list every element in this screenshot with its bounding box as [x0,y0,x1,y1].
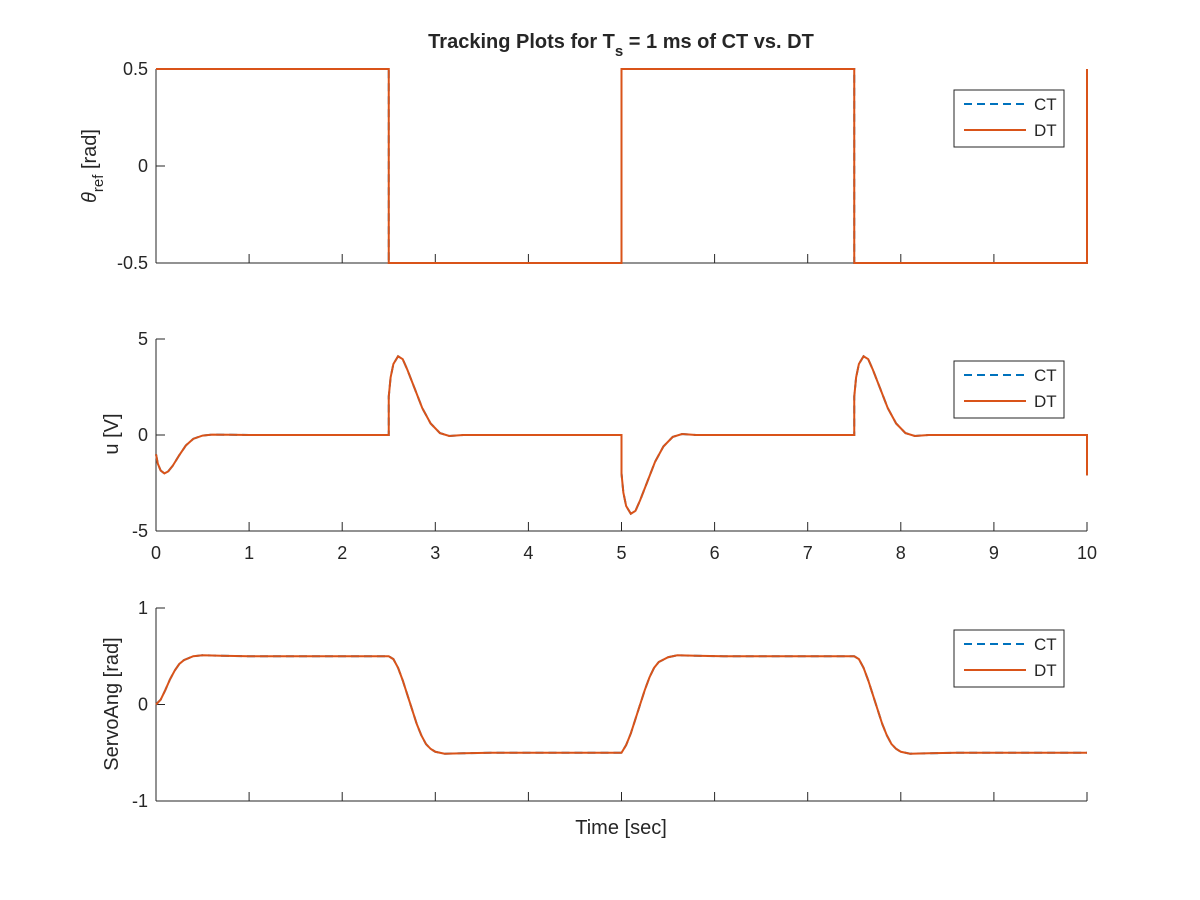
subplot-servo-angle-ylabel: ServoAng [rad] [101,637,123,770]
ylabel-ref-subscript: ref [90,174,107,192]
subplot-theta-ref-ylabel: θref [rad] [79,129,107,203]
control-input-x-tick-label: 2 [337,543,347,563]
servo-angle-y-tick-label: 0 [138,695,148,715]
control-input-x-tick-label: 3 [430,543,440,563]
title-rest: = 1 ms of CT vs. DT [623,31,814,53]
control-input-legend-label-dt: DT [1034,392,1057,411]
subplot-servo-angle: -1 0 1 ServoAng [rad] CT DT [101,598,1088,811]
control-input-x-tick-label: 8 [896,543,906,563]
servo-angle-series-dt-line [155,654,1087,755]
subplot-servo-angle-ticks: -1 0 1 [132,598,1088,811]
control-input-x-tick-label: 6 [710,543,720,563]
control-input-y-tick-label: -5 [132,521,148,541]
theta-ref-legend-label-dt: DT [1034,121,1057,140]
title-subscript: s [615,43,623,60]
subplot-theta-ref-legend: CT DT [953,89,1065,148]
control-input-x-tick-label: 5 [616,543,626,563]
subplot-control-input-ticks: 0 1 2 3 4 5 6 7 8 9 10-505 [132,329,1097,563]
control-input-x-tick-label: 4 [523,543,533,563]
servo-angle-legend-label-ct: CT [1034,635,1057,654]
title-main: Tracking Plots for T [428,31,615,53]
servo-angle-legend-box [953,629,1065,688]
control-input-x-tick-label: 10 [1077,543,1097,563]
subplot-control-input-series [155,354,1088,516]
subplot-control-input-ylabel: u [V] [101,413,123,454]
control-input-x-tick-label: 1 [244,543,254,563]
subplot-servo-angle-series [155,654,1087,755]
control-input-legend-box [953,360,1065,419]
control-input-legend-label-ct: CT [1034,366,1057,385]
control-input-x-tick-label: 0 [151,543,161,563]
ylabel-rad-unit: [rad] [79,129,101,175]
theta-ref-y-tick-label: -0.5 [117,253,148,273]
control-input-x-tick-label: 7 [803,543,813,563]
subplot-servo-angle-legend: CT DT [953,629,1065,688]
theta-ref-series-dt-line [156,68,1088,264]
servo-angle-legend-label-dt: DT [1034,661,1057,680]
ylabel-theta: θ [79,192,101,203]
control-input-series-dt-line [155,354,1088,516]
theta-ref-y-tick-label: 0.5 [123,59,148,79]
control-input-x-tick-label: 9 [989,543,999,563]
subplot-theta-ref: -0.5 0 0.5 θref [rad] CT DT [79,59,1088,273]
subplot-theta-ref-ticks: -0.5 0 0.5 [117,59,1088,273]
servo-angle-y-tick-label: -1 [132,791,148,811]
theta-ref-legend-box [953,89,1065,148]
figure-title: Tracking Plots for Ts = 1 ms of CT vs. D… [428,31,814,60]
theta-ref-legend-label-ct: CT [1034,95,1057,114]
theta-ref-y-tick-label: 0 [138,156,148,176]
x-axis-label: Time [sec] [575,817,667,839]
subplot-control-input-legend: CT DT [953,360,1065,419]
servo-angle-y-tick-label: 1 [138,598,148,618]
control-input-y-tick-label: 0 [138,425,148,445]
control-input-y-tick-label: 5 [138,329,148,349]
subplot-theta-ref-series [156,68,1088,264]
